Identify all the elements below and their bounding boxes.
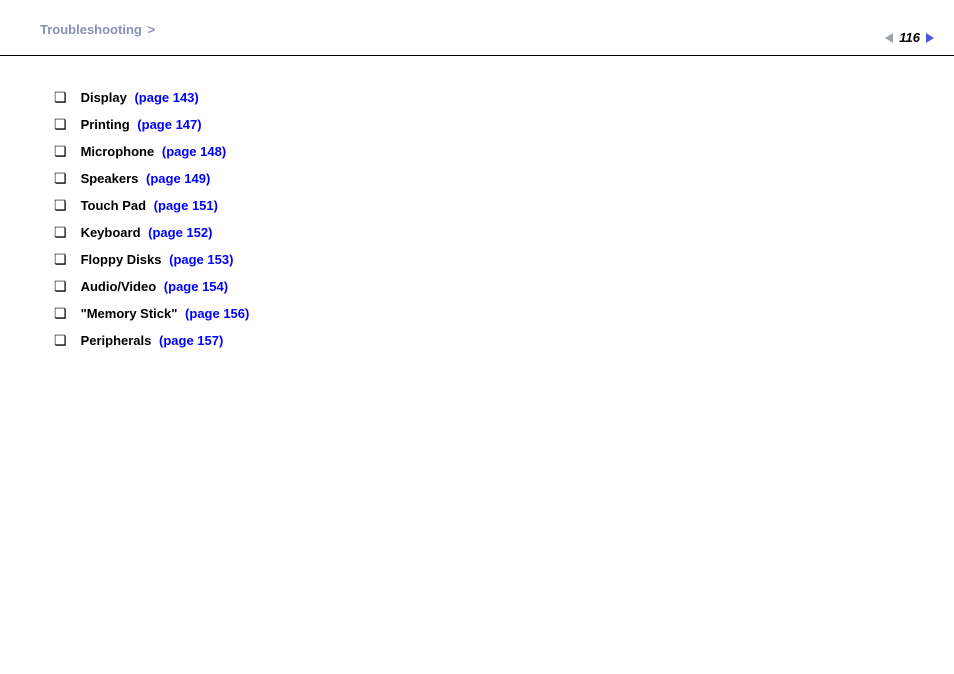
item-label: Floppy Disks xyxy=(81,252,162,267)
bullet-icon: ❏ xyxy=(54,306,67,320)
bullet-icon: ❏ xyxy=(54,144,67,158)
page-number: 116 xyxy=(899,30,920,45)
page-link[interactable]: (page 154) xyxy=(164,279,228,294)
item-label: "Memory Stick" xyxy=(81,306,178,321)
breadcrumb-separator: > xyxy=(147,22,155,37)
item-label: Peripherals xyxy=(81,333,152,348)
bullet-icon: ❏ xyxy=(54,90,67,104)
page-header: Troubleshooting > 116 xyxy=(0,0,954,56)
item-label: Touch Pad xyxy=(81,198,146,213)
item-label: Printing xyxy=(81,117,130,132)
item-label: Microphone xyxy=(81,144,155,159)
list-item: ❏ Audio/Video (page 154) xyxy=(54,279,954,294)
bullet-icon: ❏ xyxy=(54,198,67,212)
list-item: ❏ Keyboard (page 152) xyxy=(54,225,954,240)
page-link[interactable]: (page 153) xyxy=(169,252,233,267)
content-area: ❏ Display (page 143) ❏ Printing (page 14… xyxy=(0,56,954,348)
list-item: ❏ Speakers (page 149) xyxy=(54,171,954,186)
list-item: ❏ Display (page 143) xyxy=(54,90,954,105)
list-item: ❏ "Memory Stick" (page 156) xyxy=(54,306,954,321)
list-item: ❏ Floppy Disks (page 153) xyxy=(54,252,954,267)
list-item: ❏ Touch Pad (page 151) xyxy=(54,198,954,213)
page-link[interactable]: (page 156) xyxy=(185,306,249,321)
prev-page-arrow-icon[interactable] xyxy=(885,33,893,43)
item-label: Audio/Video xyxy=(81,279,157,294)
bullet-icon: ❏ xyxy=(54,225,67,239)
page-link[interactable]: (page 152) xyxy=(148,225,212,240)
page-link[interactable]: (page 148) xyxy=(162,144,226,159)
bullet-icon: ❏ xyxy=(54,171,67,185)
page-link[interactable]: (page 149) xyxy=(146,171,210,186)
page-link[interactable]: (page 151) xyxy=(154,198,218,213)
item-label: Display xyxy=(81,90,127,105)
page-navigation: 116 xyxy=(885,30,934,45)
list-item: ❏ Microphone (page 148) xyxy=(54,144,954,159)
bullet-icon: ❏ xyxy=(54,117,67,131)
breadcrumb: Troubleshooting > xyxy=(40,22,155,37)
list-item: ❏ Printing (page 147) xyxy=(54,117,954,132)
item-label: Keyboard xyxy=(81,225,141,240)
troubleshooting-topic-list: ❏ Display (page 143) ❏ Printing (page 14… xyxy=(54,90,954,348)
item-label: Speakers xyxy=(81,171,139,186)
page-link[interactable]: (page 147) xyxy=(137,117,201,132)
bullet-icon: ❏ xyxy=(54,252,67,266)
page-link[interactable]: (page 157) xyxy=(159,333,223,348)
bullet-icon: ❏ xyxy=(54,279,67,293)
next-page-arrow-icon[interactable] xyxy=(926,33,934,43)
list-item: ❏ Peripherals (page 157) xyxy=(54,333,954,348)
page-link[interactable]: (page 143) xyxy=(134,90,198,105)
bullet-icon: ❏ xyxy=(54,333,67,347)
breadcrumb-title[interactable]: Troubleshooting xyxy=(40,22,142,37)
